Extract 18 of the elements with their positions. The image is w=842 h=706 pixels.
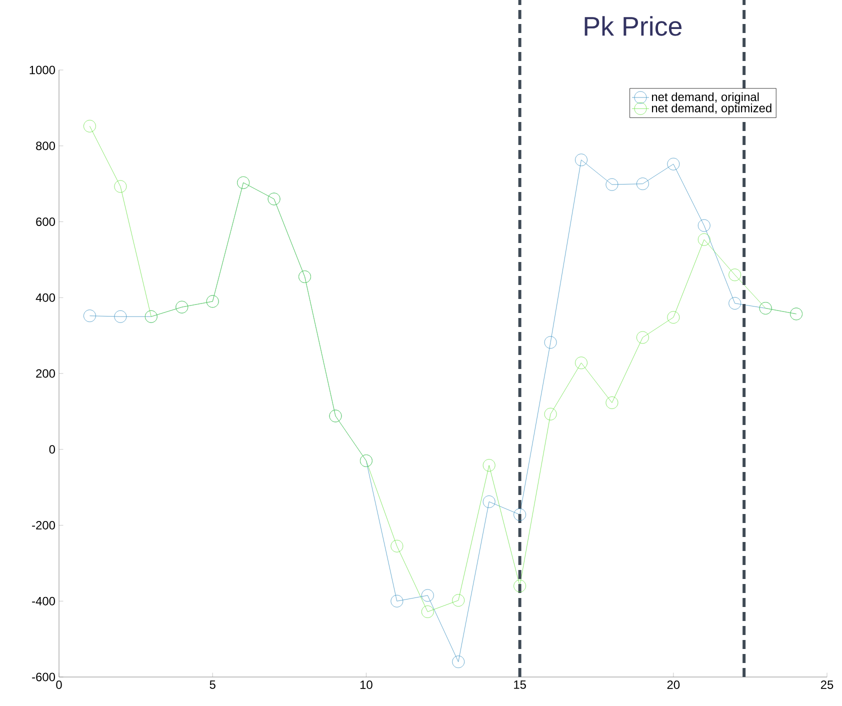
x-tick-label: 15	[514, 680, 526, 689]
legend-label: net demand, original	[652, 92, 759, 104]
x-tick-label: 5	[210, 680, 216, 689]
text: Pk Price	[584, 16, 682, 36]
x-tick-label: 25	[820, 680, 834, 689]
x-tick-label: 20	[667, 680, 680, 689]
legend-label: net demand, optimized	[652, 104, 772, 115]
y-tick-label: 200	[36, 369, 56, 378]
y-tick-label: 0	[49, 445, 56, 454]
y-tick-label: -600	[32, 672, 56, 682]
y-tick-label: -400	[32, 596, 56, 606]
y-tick-label: -200	[32, 521, 56, 530]
y-tick-label: 800	[36, 142, 56, 150]
y-tick-label: 600	[36, 218, 56, 226]
y-tick-label: 1000	[30, 66, 56, 74]
x-tick-label: 0	[56, 680, 62, 689]
y-tick-label: 400	[36, 293, 56, 302]
x-tick-label: 10	[360, 680, 372, 689]
